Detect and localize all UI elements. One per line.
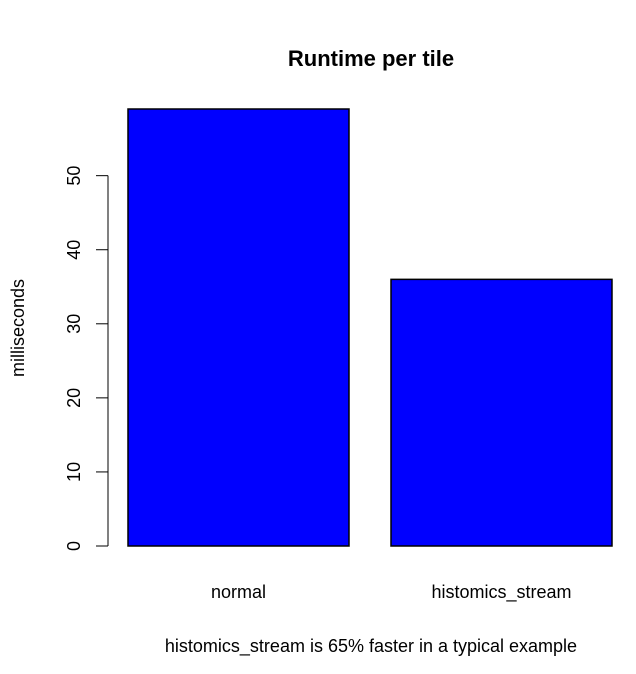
x-tick-labels: normal histomics_stream: [211, 582, 572, 603]
x-tick-label: normal: [211, 582, 266, 602]
x-axis-caption: histomics_stream is 65% faster in a typi…: [165, 636, 577, 657]
bar-normal: [127, 108, 350, 547]
y-axis: 0 10 20 30 40 50: [64, 166, 109, 551]
y-tick-label: 10: [64, 462, 84, 482]
y-tick-label: 0: [64, 541, 84, 551]
y-tick-label: 40: [64, 240, 84, 260]
x-tick-label: histomics_stream: [431, 582, 571, 603]
bars-group: [127, 108, 613, 547]
y-tick-label: 30: [64, 314, 84, 334]
y-tick-label: 20: [64, 388, 84, 408]
bar-histomics-stream: [390, 278, 613, 547]
y-axis-label: milliseconds: [8, 279, 28, 377]
y-tick-label: 50: [64, 166, 84, 186]
chart-title: Runtime per tile: [288, 46, 454, 71]
